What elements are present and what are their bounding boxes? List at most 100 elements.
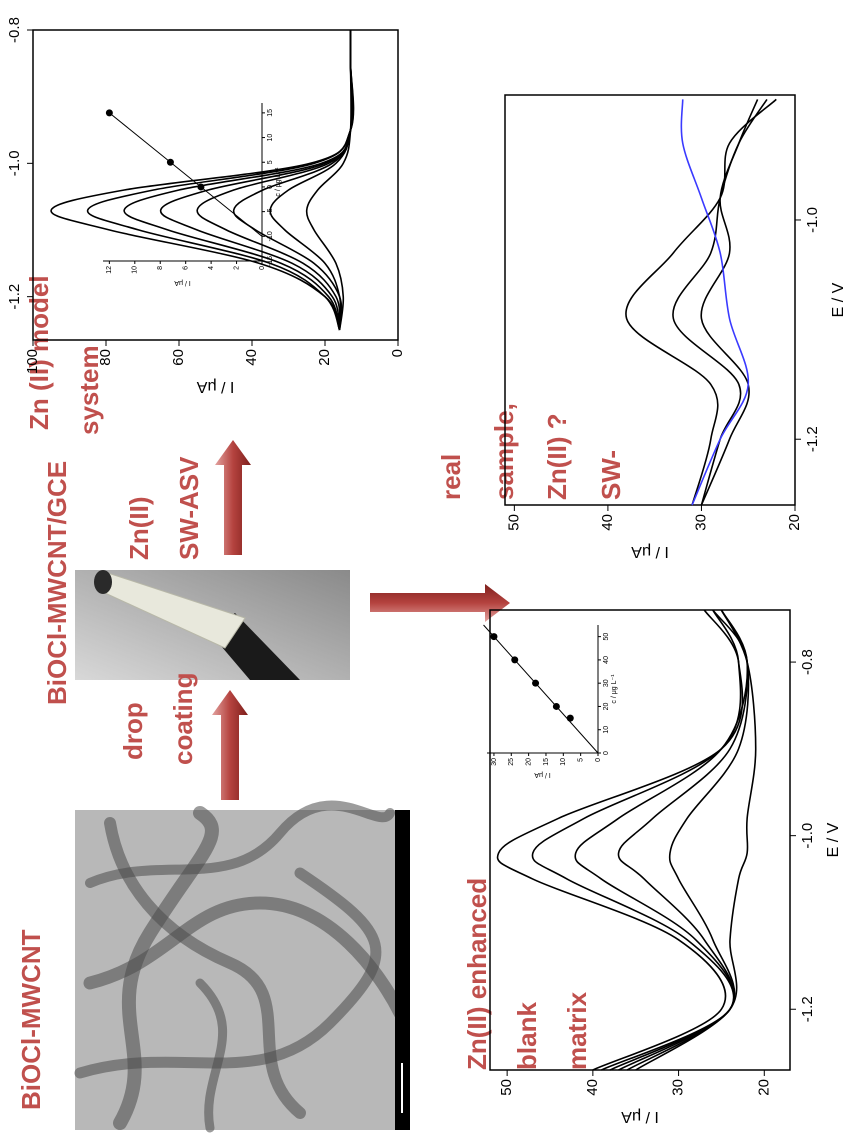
series-line (626, 609, 750, 1071)
tem-image (74, 800, 410, 1133)
data-point (490, 633, 498, 641)
data-point (566, 714, 574, 722)
series-line (617, 609, 749, 1071)
fit-line (483, 624, 599, 754)
x-axis-label: E / V (825, 822, 842, 857)
x-tick-label: 5 (267, 160, 274, 164)
y-axis-label: I / μA (534, 771, 551, 778)
x-tick-label: -5 (267, 208, 274, 214)
series-line (574, 609, 749, 1071)
y-tick-label: 30 (692, 514, 709, 531)
series-line (496, 609, 744, 1071)
plot-frame (504, 94, 796, 506)
data-point (511, 656, 519, 664)
label: coating (168, 673, 198, 765)
y-tick-label: 20 (316, 349, 333, 366)
y-tick-label: 0 (259, 266, 266, 270)
x-tick-label: 50 (603, 633, 610, 641)
y-tick-label: 5 (578, 758, 585, 762)
y-tick-label: 6 (183, 266, 190, 270)
x-tick-label: 40 (603, 656, 610, 664)
label: Zn(II) enhanced (462, 878, 492, 1070)
y-tick-label: 50 (505, 514, 522, 531)
y-tick-label: 50 (498, 1079, 515, 1096)
x-tick-label: -1.2 (804, 426, 821, 452)
plot-frame (32, 29, 399, 341)
plot-frame (489, 609, 791, 1071)
label: blank (512, 1002, 542, 1070)
x-tick-label: 30 (603, 679, 610, 687)
x-tick-label: 10 (603, 726, 610, 734)
y-tick-label: 20 (525, 758, 532, 766)
x-tick-label: -10 (267, 231, 274, 241)
arrow (212, 690, 248, 800)
arrow (215, 440, 251, 555)
x-tick-label: 0 (603, 751, 610, 755)
x-tick-label: 0 (267, 185, 274, 189)
y-tick-label: 0 (595, 758, 602, 762)
label: real (436, 454, 466, 500)
label: drop (118, 702, 148, 760)
x-tick-label: -1.2 (6, 284, 23, 310)
data-point (532, 679, 540, 687)
x-tick-label: -1.0 (799, 823, 816, 849)
y-tick-label: 15 (543, 758, 550, 766)
series-line (680, 99, 750, 506)
series-line (625, 98, 777, 506)
x-axis-label: E / V (830, 282, 847, 317)
x-tick-label: -0.8 (6, 17, 23, 43)
x-tick-label: -1.0 (804, 207, 821, 233)
label: matrix (562, 991, 592, 1070)
y-tick-label: 40 (584, 1079, 601, 1096)
label: SW-ASV (174, 456, 204, 560)
y-axis-label: I / μA (174, 279, 191, 286)
x-tick-label: 15 (267, 109, 274, 117)
label: Zn(II) ? (542, 413, 572, 500)
y-tick-label: 80 (97, 349, 114, 366)
x-tick-label: -0.8 (799, 649, 816, 675)
label: Zn (II) model (24, 275, 54, 430)
label: sample, (489, 403, 519, 500)
y-tick-label: 60 (170, 349, 187, 366)
y-tick-label: 30 (491, 758, 498, 766)
rotated-layout: BiOCl-MWCNT drop coating BiOCl-MWCNT/GCE… (6, 17, 847, 1133)
label: SW- (596, 450, 626, 500)
series-line (635, 609, 757, 1071)
label: system (74, 345, 104, 435)
series-line (305, 30, 352, 331)
x-tick-label: 20 (603, 702, 610, 710)
label: BiOCl-MWCNT (16, 929, 46, 1110)
y-axis-label: I / μA (196, 378, 234, 395)
y-tick-label: 25 (508, 758, 515, 766)
y-axis-label: I / μA (631, 543, 669, 560)
electrode-photo (75, 570, 350, 680)
x-axis-label: c / μg L⁻¹ (275, 167, 282, 197)
fit-line (109, 112, 263, 237)
y-tick-label: 40 (243, 349, 260, 366)
data-point (166, 158, 174, 166)
y-tick-label: 4 (208, 266, 215, 270)
series-line (700, 99, 759, 506)
series-line (86, 30, 355, 331)
data-point (105, 109, 113, 117)
y-tick-label: 30 (670, 1079, 687, 1096)
x-tick-label: -1.2 (799, 996, 816, 1022)
data-point (197, 183, 205, 191)
y-tick-label: 2 (233, 266, 240, 270)
series-line (123, 30, 354, 331)
y-tick-label: 100 (24, 349, 41, 374)
y-axis-label: I / μA (621, 1108, 659, 1125)
arrow (370, 584, 510, 622)
y-tick-label: 20 (755, 1079, 772, 1096)
label: Zn(II) (124, 496, 154, 560)
x-axis-label: c / μg L⁻¹ (611, 674, 618, 704)
y-tick-label: 8 (157, 266, 164, 270)
y-tick-label: 0 (389, 349, 406, 357)
x-tick-label: -1.0 (6, 150, 23, 176)
y-tick-label: 10 (560, 758, 567, 766)
data-point (552, 702, 560, 710)
y-tick-label: 20 (786, 514, 803, 531)
x-tick-label: -15 (267, 256, 274, 266)
y-tick-label: 12 (106, 266, 113, 274)
